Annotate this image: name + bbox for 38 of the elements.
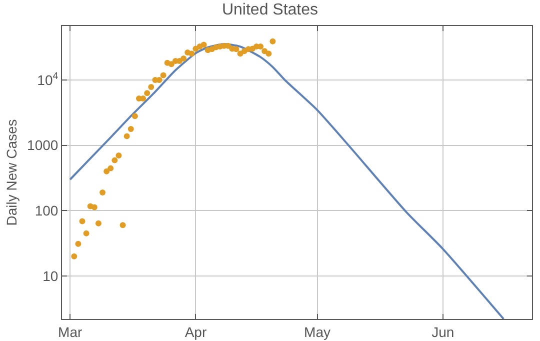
y-tick-label: 100 (34, 202, 58, 219)
point (266, 50, 272, 57)
point (95, 220, 102, 226)
point (188, 50, 195, 57)
point (112, 157, 118, 164)
point (124, 133, 130, 140)
point (132, 113, 138, 120)
y-axis-title: Daily New Cases (4, 119, 20, 226)
line-series (69, 43, 505, 319)
point (79, 218, 86, 224)
point (200, 42, 207, 48)
x-tick-label: Apr (184, 324, 207, 340)
point (91, 204, 98, 210)
y-tick-label: 1000 (27, 137, 58, 154)
point (180, 56, 187, 62)
point (108, 165, 114, 172)
x-tick-label: Jun (432, 324, 454, 340)
y-tick-label: 10 (42, 268, 58, 284)
point (270, 38, 276, 44)
y-tick-label: 10$^{4}$ (37, 71, 59, 88)
point (104, 168, 110, 174)
chart-title: United States (222, 2, 318, 19)
point (233, 46, 240, 52)
point (120, 222, 126, 228)
point (100, 189, 106, 196)
x-tick-label: May (304, 324, 330, 340)
point (75, 240, 82, 247)
point (144, 90, 150, 96)
point (148, 84, 154, 90)
point (71, 253, 78, 260)
point (258, 44, 264, 50)
point (128, 126, 134, 132)
point (140, 96, 146, 102)
x-tick-label: Mar (58, 324, 82, 340)
point (116, 152, 122, 158)
point (168, 61, 174, 68)
point (160, 72, 166, 78)
point (83, 230, 90, 236)
